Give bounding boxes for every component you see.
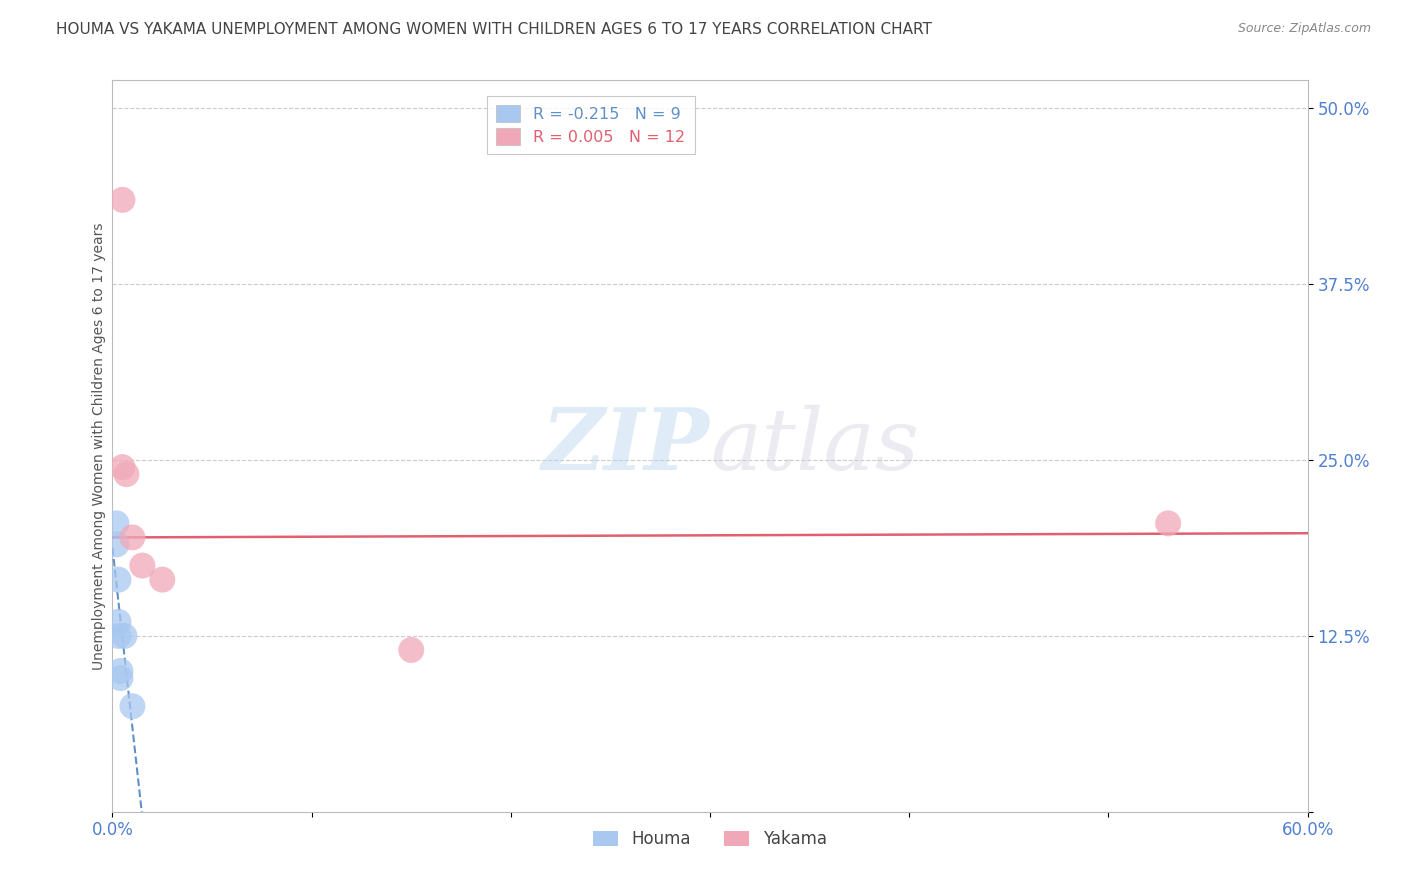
- Point: [111, 193, 134, 207]
- Legend: Houma, Yakama: Houma, Yakama: [586, 823, 834, 855]
- Point: [105, 516, 128, 531]
- Point: [105, 537, 128, 551]
- Point: [114, 629, 135, 643]
- Point: [121, 530, 143, 544]
- Point: [110, 664, 132, 678]
- Text: HOUMA VS YAKAMA UNEMPLOYMENT AMONG WOMEN WITH CHILDREN AGES 6 TO 17 YEARS CORREL: HOUMA VS YAKAMA UNEMPLOYMENT AMONG WOMEN…: [56, 22, 932, 37]
- Point: [1157, 516, 1180, 531]
- Point: [131, 558, 153, 573]
- Text: Source: ZipAtlas.com: Source: ZipAtlas.com: [1237, 22, 1371, 36]
- Y-axis label: Unemployment Among Women with Children Ages 6 to 17 years: Unemployment Among Women with Children A…: [91, 222, 105, 670]
- Text: ZIP: ZIP: [543, 404, 710, 488]
- Point: [115, 467, 138, 482]
- Point: [111, 460, 134, 475]
- Point: [121, 699, 143, 714]
- Point: [107, 573, 129, 587]
- Point: [107, 629, 129, 643]
- Text: atlas: atlas: [710, 405, 920, 487]
- Point: [150, 573, 173, 587]
- Point: [107, 615, 129, 629]
- Point: [110, 671, 132, 685]
- Point: [401, 643, 423, 657]
